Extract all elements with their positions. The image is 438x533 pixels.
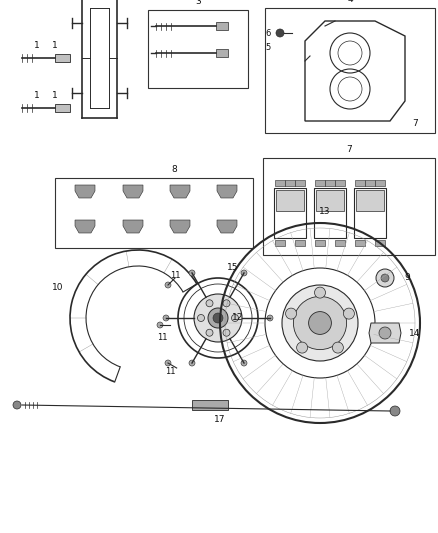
Circle shape (343, 308, 354, 319)
Text: 12: 12 (232, 313, 244, 322)
Polygon shape (75, 220, 95, 233)
Circle shape (309, 312, 332, 334)
Circle shape (332, 342, 343, 353)
Polygon shape (170, 185, 190, 198)
Polygon shape (217, 185, 237, 198)
Text: 1: 1 (34, 92, 40, 101)
Text: 1: 1 (52, 41, 58, 50)
Text: 5: 5 (265, 44, 271, 52)
Circle shape (208, 308, 228, 328)
Polygon shape (335, 180, 345, 186)
Text: 7: 7 (346, 146, 352, 155)
Circle shape (286, 308, 297, 319)
Circle shape (194, 294, 242, 342)
Circle shape (314, 287, 325, 298)
Circle shape (381, 274, 389, 282)
Circle shape (241, 360, 247, 366)
Circle shape (379, 327, 391, 339)
Polygon shape (315, 180, 325, 186)
Circle shape (223, 329, 230, 336)
Polygon shape (55, 104, 70, 112)
Polygon shape (295, 240, 305, 246)
Polygon shape (355, 180, 365, 186)
Polygon shape (275, 240, 285, 246)
Circle shape (189, 360, 195, 366)
Text: 3: 3 (195, 0, 201, 6)
Circle shape (232, 314, 239, 321)
Circle shape (198, 314, 205, 321)
Circle shape (241, 270, 247, 276)
Polygon shape (275, 180, 285, 186)
Text: 10: 10 (52, 284, 64, 293)
Text: 4: 4 (347, 0, 353, 4)
Text: 11: 11 (165, 367, 175, 376)
Text: 9: 9 (404, 273, 410, 282)
Circle shape (189, 270, 195, 276)
Circle shape (297, 342, 307, 353)
Polygon shape (375, 240, 385, 246)
Polygon shape (75, 185, 95, 198)
Text: 14: 14 (410, 328, 420, 337)
Circle shape (163, 315, 169, 321)
Polygon shape (216, 22, 228, 30)
Polygon shape (335, 240, 345, 246)
Text: 7: 7 (412, 118, 418, 127)
Circle shape (293, 296, 346, 350)
Circle shape (223, 300, 230, 307)
Circle shape (206, 300, 213, 307)
Circle shape (282, 285, 358, 361)
Polygon shape (315, 240, 325, 246)
Polygon shape (356, 190, 384, 211)
Circle shape (165, 360, 171, 366)
Polygon shape (365, 180, 375, 186)
Text: 6: 6 (265, 28, 271, 37)
Circle shape (390, 406, 400, 416)
Polygon shape (123, 220, 143, 233)
Circle shape (13, 401, 21, 409)
Polygon shape (192, 400, 228, 410)
Circle shape (157, 322, 163, 328)
Polygon shape (123, 185, 143, 198)
Polygon shape (170, 220, 190, 233)
Polygon shape (295, 180, 305, 186)
Text: 15: 15 (227, 263, 239, 272)
Circle shape (276, 29, 284, 37)
Circle shape (376, 269, 394, 287)
Polygon shape (375, 180, 385, 186)
Text: 1: 1 (52, 91, 58, 100)
Circle shape (165, 282, 171, 288)
Polygon shape (276, 190, 304, 211)
Text: 11: 11 (157, 333, 167, 342)
Text: 11: 11 (170, 271, 180, 279)
Text: 17: 17 (214, 415, 226, 424)
Text: 13: 13 (319, 206, 331, 215)
Text: 1: 1 (34, 42, 40, 51)
Polygon shape (216, 49, 228, 57)
Polygon shape (325, 180, 335, 186)
Polygon shape (355, 240, 365, 246)
Circle shape (213, 313, 223, 323)
Polygon shape (217, 220, 237, 233)
Polygon shape (55, 54, 70, 62)
Polygon shape (316, 190, 344, 211)
Text: 8: 8 (171, 166, 177, 174)
Circle shape (267, 315, 273, 321)
Polygon shape (285, 180, 295, 186)
Circle shape (206, 329, 213, 336)
Polygon shape (369, 323, 401, 343)
